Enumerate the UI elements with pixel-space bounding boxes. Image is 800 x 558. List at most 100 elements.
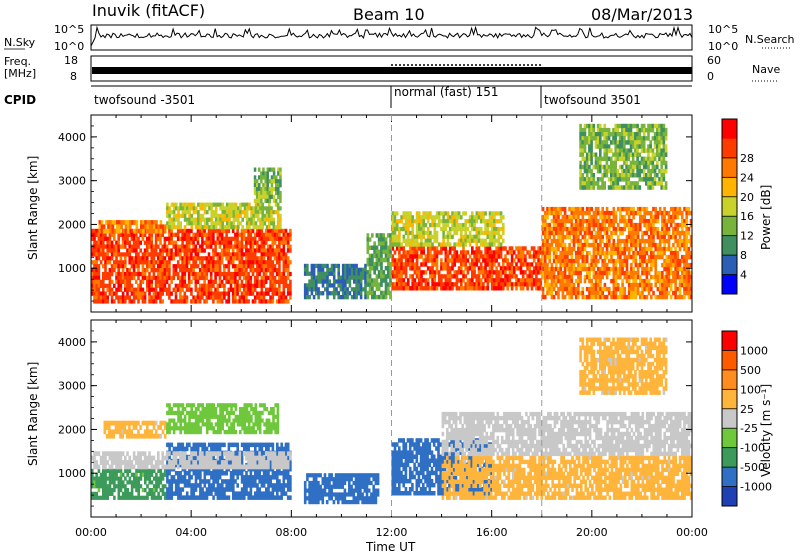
data-cell: [233, 221, 236, 225]
data-cell: [632, 275, 635, 279]
data-cell: [601, 235, 604, 239]
data-cell: [564, 207, 567, 211]
data-cell: [498, 239, 501, 243]
data-cell: [650, 287, 653, 291]
data-cell: [513, 250, 516, 254]
data-cell: [248, 203, 251, 207]
data-cell: [287, 299, 290, 303]
data-cell: [378, 270, 381, 275]
data-cell: [131, 284, 134, 288]
data-cell: [495, 274, 498, 278]
data-cell: [376, 278, 379, 283]
data-cell: [652, 185, 655, 190]
data-cell: [564, 283, 567, 287]
data-cell: [308, 283, 311, 287]
data-cell: [275, 199, 278, 203]
data-cell: [137, 268, 140, 272]
data-cell: [236, 292, 239, 296]
data-cell: [636, 181, 639, 186]
data-cell: [511, 286, 514, 290]
data-cell: [382, 258, 385, 263]
data-cell: [382, 233, 385, 238]
data-cell: [197, 218, 200, 222]
data-cell: [378, 258, 381, 263]
data-cell: [239, 206, 242, 210]
data-cell: [403, 266, 406, 270]
data-cell: [349, 291, 352, 295]
data-cell: [628, 251, 631, 255]
data-cell: [582, 251, 585, 255]
data-cell: [373, 266, 376, 271]
data-cell: [337, 272, 340, 276]
data-cell: [551, 291, 554, 295]
data-cell: [279, 225, 282, 229]
data-cell: [529, 266, 532, 270]
data-cell: [166, 292, 169, 296]
data-cell: [387, 287, 390, 292]
data-cell: [206, 221, 209, 225]
data-cell: [155, 241, 158, 245]
data-cell: [261, 225, 264, 229]
data-cell: [467, 227, 470, 231]
data-cell: [544, 219, 547, 223]
data-cell: [595, 263, 598, 267]
data-cell: [285, 229, 288, 233]
data-cell: [274, 284, 277, 288]
data-cell: [128, 268, 131, 272]
data-cell: [315, 287, 318, 291]
data-cell: [495, 254, 498, 258]
data-cell: [400, 274, 403, 278]
data-cell: [382, 250, 385, 255]
data-cell: [630, 247, 633, 251]
data-cell: [159, 295, 162, 299]
data-cell: [184, 210, 187, 214]
data-cell: [623, 144, 626, 149]
data-cell: [403, 239, 406, 243]
data-cell: [204, 206, 207, 210]
data-cell: [584, 132, 587, 137]
data-cell: [188, 233, 191, 237]
data-cell: [133, 276, 136, 280]
data-cell: [166, 272, 169, 276]
data-cell: [378, 254, 381, 259]
nsearch-label: N.Search: [745, 33, 795, 46]
data-cell: [453, 262, 456, 266]
data-cell: [98, 256, 101, 260]
data-cell: [387, 258, 390, 263]
data-cell: [595, 255, 598, 259]
data-cell: [258, 183, 261, 187]
data-cell: [192, 241, 195, 245]
data-cell: [590, 148, 593, 153]
data-cell: [453, 246, 456, 250]
data-cell: [438, 215, 441, 219]
data-cell: [665, 153, 668, 158]
data-cell: [657, 235, 660, 239]
data-cell: [197, 210, 200, 214]
data-cell: [425, 254, 428, 258]
data-cell: [228, 248, 231, 252]
data-cell: [447, 239, 450, 243]
data-cell: [652, 239, 655, 243]
data-cell: [239, 288, 242, 292]
data-cell: [373, 270, 376, 275]
data-cell: [449, 258, 452, 262]
data-cell: [632, 267, 635, 271]
data-cell: [289, 272, 292, 276]
nave-tick-bottom: 0: [707, 70, 714, 83]
data-cell: [586, 259, 589, 263]
data-cell: [199, 299, 202, 303]
data-cell: [257, 225, 260, 229]
data-cell: [373, 278, 376, 283]
data-cell: [102, 469, 105, 473]
data-cell: [668, 231, 671, 235]
data-cell: [579, 124, 582, 129]
data-cell: [358, 291, 361, 295]
data-cell: [177, 233, 180, 237]
data-cell: [378, 250, 381, 255]
data-cell: [471, 235, 474, 239]
data-cell: [277, 187, 280, 191]
data-cell: [398, 239, 401, 243]
data-cell: [478, 258, 481, 262]
data-cell: [557, 291, 560, 295]
data-cell: [369, 274, 372, 279]
